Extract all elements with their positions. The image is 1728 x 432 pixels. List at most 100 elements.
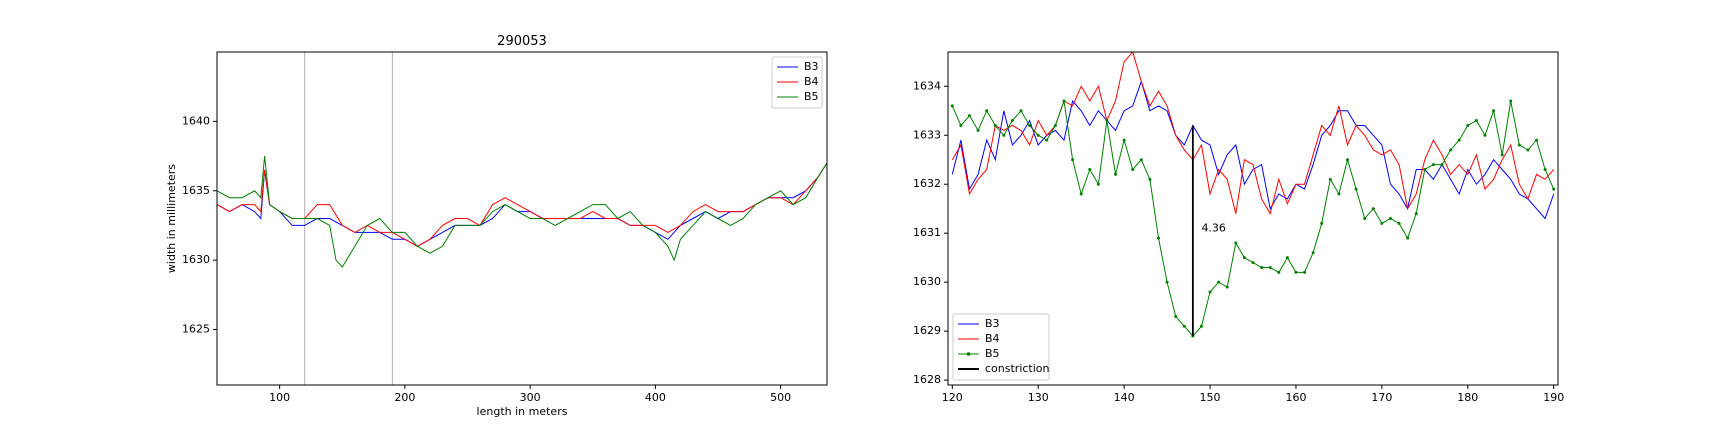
series-point-b5 [1328,177,1332,181]
series-point-b5 [1449,148,1453,152]
y-tick-label: 1629 [913,324,941,337]
series-point-b5 [1139,158,1143,162]
series-point-b5 [1311,251,1315,255]
y-tick-label: 1640 [182,114,210,127]
series-point-b5 [1535,138,1539,142]
series-point-b5 [1517,143,1521,147]
x-axis-label: length in meters [477,405,568,418]
y-tick-label: 1628 [913,373,941,386]
x-tick-label: 190 [1543,391,1564,404]
series-point-b5 [1225,285,1229,289]
y-tick-label: 1634 [913,79,941,92]
series-point-b5 [993,123,997,127]
series-point-b5 [1156,236,1160,240]
series-point-b5 [1165,280,1169,284]
series-point-b5 [1242,256,1246,260]
series-point-b5 [1174,314,1178,318]
y-tick-label: 1630 [182,253,210,266]
series-point-b5 [1096,182,1100,186]
legend-label-b4: B4 [804,75,819,88]
left-chart-panel: 290053 100 200 300 400 500 1625 1630 1635 1640 len… [165,34,828,418]
series-point-b5 [1380,221,1384,225]
series-point-b5 [1466,123,1470,127]
series-point-b5 [1388,217,1392,220]
series-point-b5 [1526,148,1530,152]
series-point-b5 [1053,123,1057,127]
series-point-b5 [1088,168,1092,172]
series-point-b5 [1320,221,1324,225]
y-tick-label: 1630 [913,275,941,288]
x-tick-label: 300 [520,391,541,404]
series-point-b5 [1457,138,1461,142]
x-tick-label: 500 [770,391,791,404]
series-point-b5 [1431,163,1435,167]
y-tick-label: 1625 [182,323,210,336]
series-point-b5 [1474,119,1478,123]
series-point-b5 [1251,261,1255,265]
series-point-b5 [1337,192,1341,196]
series-point-b5 [1354,187,1358,191]
legend-label-b3: B3 [804,60,819,73]
series-line-b5 [951,100,1555,337]
series-point-b5 [1423,168,1427,172]
series-point-b5 [967,114,971,118]
series-point-b5 [1199,324,1203,328]
legend: B3 B4 B5 [771,56,823,109]
x-tick-label: 170 [1371,391,1392,404]
series-point-b5 [1414,212,1418,216]
legend-box [952,313,1050,381]
series-point-b5 [1208,290,1212,294]
constriction-annotation: 4.36 [1201,221,1226,234]
right-chart-panel: 4.36 120 130 140 150 160 170 180 190 1628 1629 1630… [913,51,1564,404]
series-line-b4 [951,52,1555,215]
y-tick-label: 1631 [913,226,941,239]
x-tick-label: 100 [269,391,290,404]
plot-area [950,52,1556,338]
series-point-b5 [959,123,963,127]
series-point-b5 [1148,177,1152,181]
series-point-b5 [1552,187,1556,191]
series-line-b5 [217,156,827,268]
y-tick-label: 1633 [913,128,941,141]
x-tick-label: 200 [394,391,415,404]
y-tick-label: 1635 [182,184,210,197]
series-point-b5 [1079,192,1083,196]
series-point-b5 [1543,168,1547,172]
series-point-b5 [1002,133,1006,137]
series-point-b5 [1440,163,1444,167]
series-point-b5 [1234,241,1238,245]
series-point-b5 [1105,119,1109,123]
series-point-b5 [1260,265,1264,269]
series-point-b5 [1122,138,1126,142]
legend-label-b5: B5 [985,347,1000,360]
series-point-b5 [1131,168,1135,172]
series-point-b5 [1045,138,1049,142]
chart-title: 290053 [497,34,547,49]
series-line-b3 [951,79,1555,220]
axes-frame [216,51,828,386]
x-tick-label: 140 [1114,391,1135,404]
series-point-b5 [1010,119,1014,123]
series-point-b5 [950,104,954,108]
x-tick-label: 120 [942,391,963,404]
series-point-b5 [1492,109,1496,113]
series-point-b5 [1036,133,1040,137]
series-point-b5 [1277,270,1281,274]
series-point-b5 [1062,99,1066,103]
axes-frame [947,51,1559,386]
x-tick-label: 150 [1200,391,1221,404]
y-axis-label: width in millimeters [165,164,178,273]
y-tick-label: 1632 [913,177,941,190]
legend: B3 B4 B5 constriction [952,313,1050,381]
legend-label-constriction: constriction [985,362,1050,375]
series-point-b5 [1114,172,1118,176]
series-point-b5 [976,128,980,132]
x-tick-label: 160 [1285,391,1306,404]
series-point-b5 [1500,153,1504,157]
legend-label-b4: B4 [985,332,1000,345]
x-tick-label: 130 [1028,391,1049,404]
series-point-b5 [1483,133,1487,137]
series-point-b5 [1346,158,1350,162]
legend-marker-b5 [966,352,971,356]
